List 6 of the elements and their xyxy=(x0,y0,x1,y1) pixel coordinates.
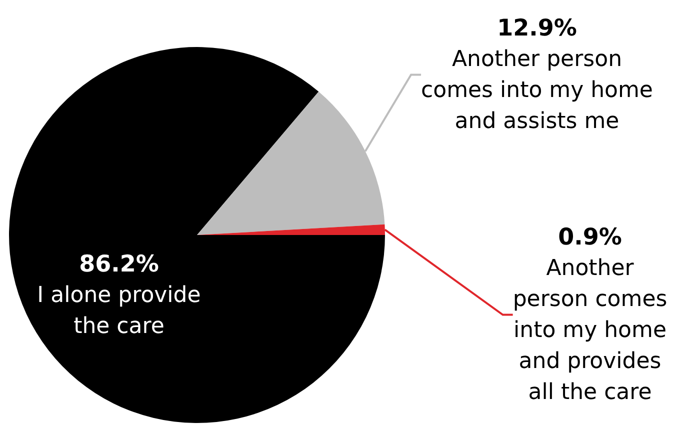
data-label: 86.2% xyxy=(79,252,159,278)
slice-label: I alone provide the care xyxy=(37,283,201,340)
data-label: 12.9% xyxy=(497,16,577,42)
data-label: 0.9% xyxy=(558,224,622,250)
slice-label: Another person comes into my home and provides all the care xyxy=(512,256,668,405)
slice-label: Another person comes into my home and assists me xyxy=(421,47,653,134)
